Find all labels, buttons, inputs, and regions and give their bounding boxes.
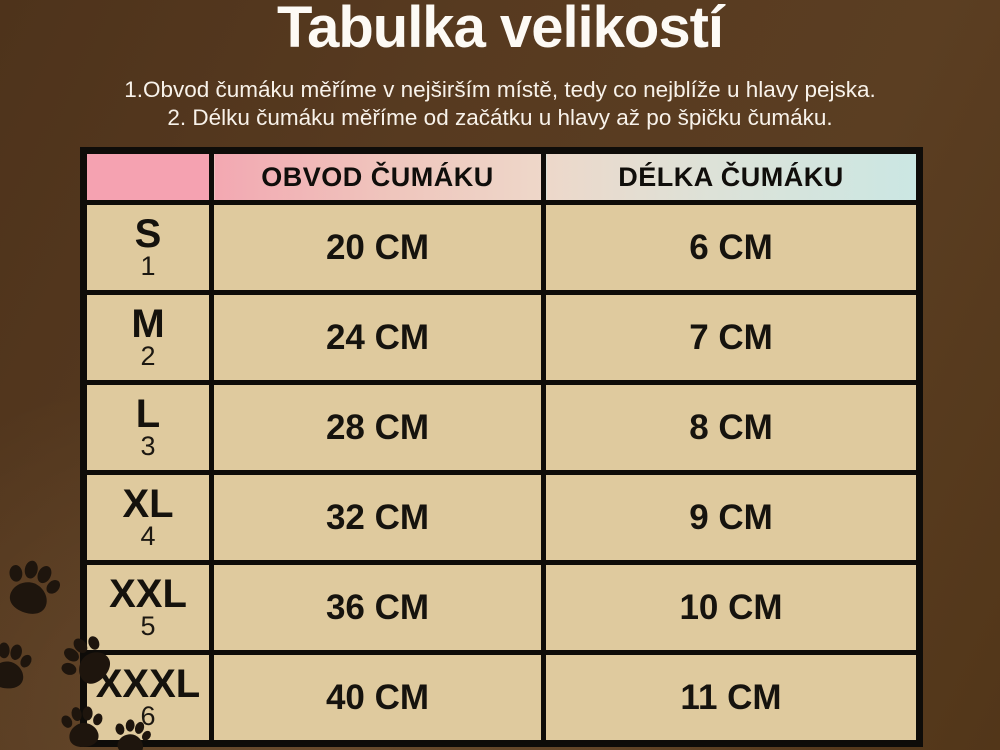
table-row-xxxl: XXXL 6 40 CM 11 CM: [81, 650, 922, 746]
size-letter: L: [135, 392, 161, 436]
paw-print-icon: [55, 696, 111, 750]
size-label-cell: XXL 5: [81, 560, 214, 655]
obvod-value: 36 CM: [209, 560, 546, 655]
measuring-instructions: 1.Obvod čumáku měříme v nejširším místě,…: [0, 76, 1000, 132]
obvod-value: 20 CM: [209, 200, 546, 295]
table-row-xxl: XXL 5 36 CM 10 CM: [81, 560, 922, 655]
table-row-s: S 1 20 CM 6 CM: [81, 200, 922, 295]
size-letter: S: [134, 212, 162, 256]
size-number: 3: [140, 431, 156, 461]
paw-print-icon: [46, 620, 128, 702]
header-obvod-cumaku: OBVOD ČUMÁKU: [209, 148, 546, 205]
delka-value: 8 CM: [541, 380, 922, 475]
size-number: 2: [140, 341, 156, 371]
page-title: Tabulka velikostí: [276, 0, 724, 60]
obvod-value: 28 CM: [209, 380, 546, 475]
size-letter: M: [131, 302, 165, 346]
size-label-cell: S 1: [81, 200, 214, 295]
size-letter: XL: [122, 482, 174, 526]
header-delka-cumaku: DÉLKA ČUMÁKU: [541, 148, 922, 205]
paw-print-icon: [0, 633, 39, 699]
obvod-value: 24 CM: [209, 290, 546, 385]
paw-print-icon: [105, 708, 159, 750]
delka-value: 11 CM: [541, 650, 922, 746]
instruction-line-1: 1.Obvod čumáku měříme v nejširším místě,…: [124, 77, 876, 102]
delka-value: 6 CM: [541, 200, 922, 295]
delka-value: 7 CM: [541, 290, 922, 385]
size-letter: XXXL: [95, 662, 201, 706]
size-number: 5: [140, 611, 156, 641]
table-header-row: OBVOD ČUMÁKU DÉLKA ČUMÁKU: [81, 148, 922, 205]
delka-value: 10 CM: [541, 560, 922, 655]
size-label-cell: M 2: [81, 290, 214, 385]
size-number: 6: [140, 701, 156, 731]
size-table: OBVOD ČUMÁKU DÉLKA ČUMÁKU S 1 20 CM 6 CM…: [80, 147, 923, 747]
obvod-value: 32 CM: [209, 470, 546, 565]
obvod-value: 40 CM: [209, 650, 546, 746]
table-row-l: L 3 28 CM 8 CM: [81, 380, 922, 475]
size-label-cell: XL 4: [81, 470, 214, 565]
table-row-xl: XL 4 32 CM 9 CM: [81, 470, 922, 565]
instruction-line-2: 2. Délku čumáku měříme od začátku u hlav…: [167, 105, 833, 131]
size-number: 4: [140, 521, 156, 551]
header-corner-cell: [81, 148, 214, 205]
delka-value: 9 CM: [541, 470, 922, 565]
size-number: 1: [140, 251, 156, 281]
paw-print-icon: [0, 548, 72, 629]
size-label-cell: L 3: [81, 380, 214, 475]
size-letter: XXL: [109, 572, 187, 616]
table-row-m: M 2 24 CM 7 CM: [81, 290, 922, 385]
